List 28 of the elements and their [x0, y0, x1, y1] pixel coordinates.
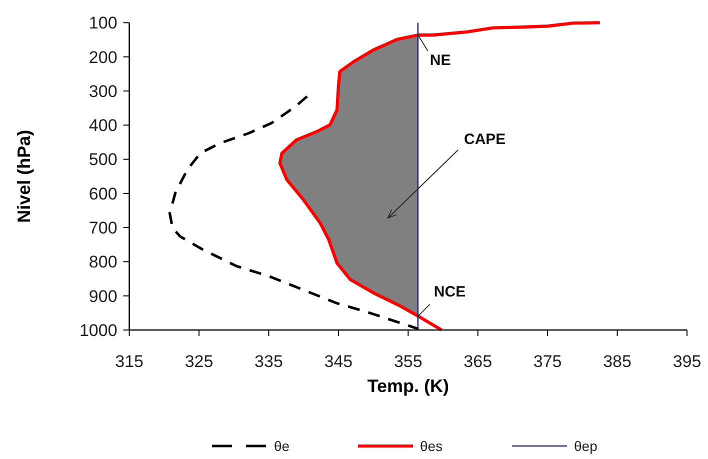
x-tick-label: 355 [394, 352, 422, 371]
legend-label: θes [420, 438, 443, 454]
annotation: NCE [434, 283, 466, 300]
x-tick-label: 365 [464, 352, 492, 371]
x-tick-label: 375 [533, 352, 562, 371]
y-tick-label: 500 [88, 150, 118, 170]
y-tick-label: 100 [88, 14, 118, 33]
y-tick-label: 400 [88, 116, 118, 136]
line-series [278, 21, 602, 332]
x-tick-label: 335 [254, 352, 283, 371]
legend-label: θe [274, 438, 290, 454]
y-axis-title: Nivel (hPa) [14, 130, 34, 223]
y-tick-label: 700 [88, 218, 118, 238]
y-tick-label: 1000 [79, 320, 118, 340]
annotation: NE [430, 52, 451, 69]
x-tick-label: 345 [324, 352, 353, 371]
y-tick-label: 800 [88, 252, 118, 272]
y-tick-label: 600 [88, 184, 118, 204]
y-tick-label: 900 [88, 286, 118, 306]
x-axis-title: Temp. (K) [367, 376, 449, 396]
y-tick-label: 300 [88, 82, 118, 101]
y-tick-label: 200 [88, 48, 118, 67]
x-tick-label: 325 [184, 352, 214, 371]
x-tick-label: 385 [603, 352, 632, 371]
annotation: CAPE [464, 131, 506, 148]
x-tick-label: 315 [115, 352, 144, 371]
x-tick-label: 395 [672, 352, 702, 371]
legend-label: θep [574, 438, 598, 454]
